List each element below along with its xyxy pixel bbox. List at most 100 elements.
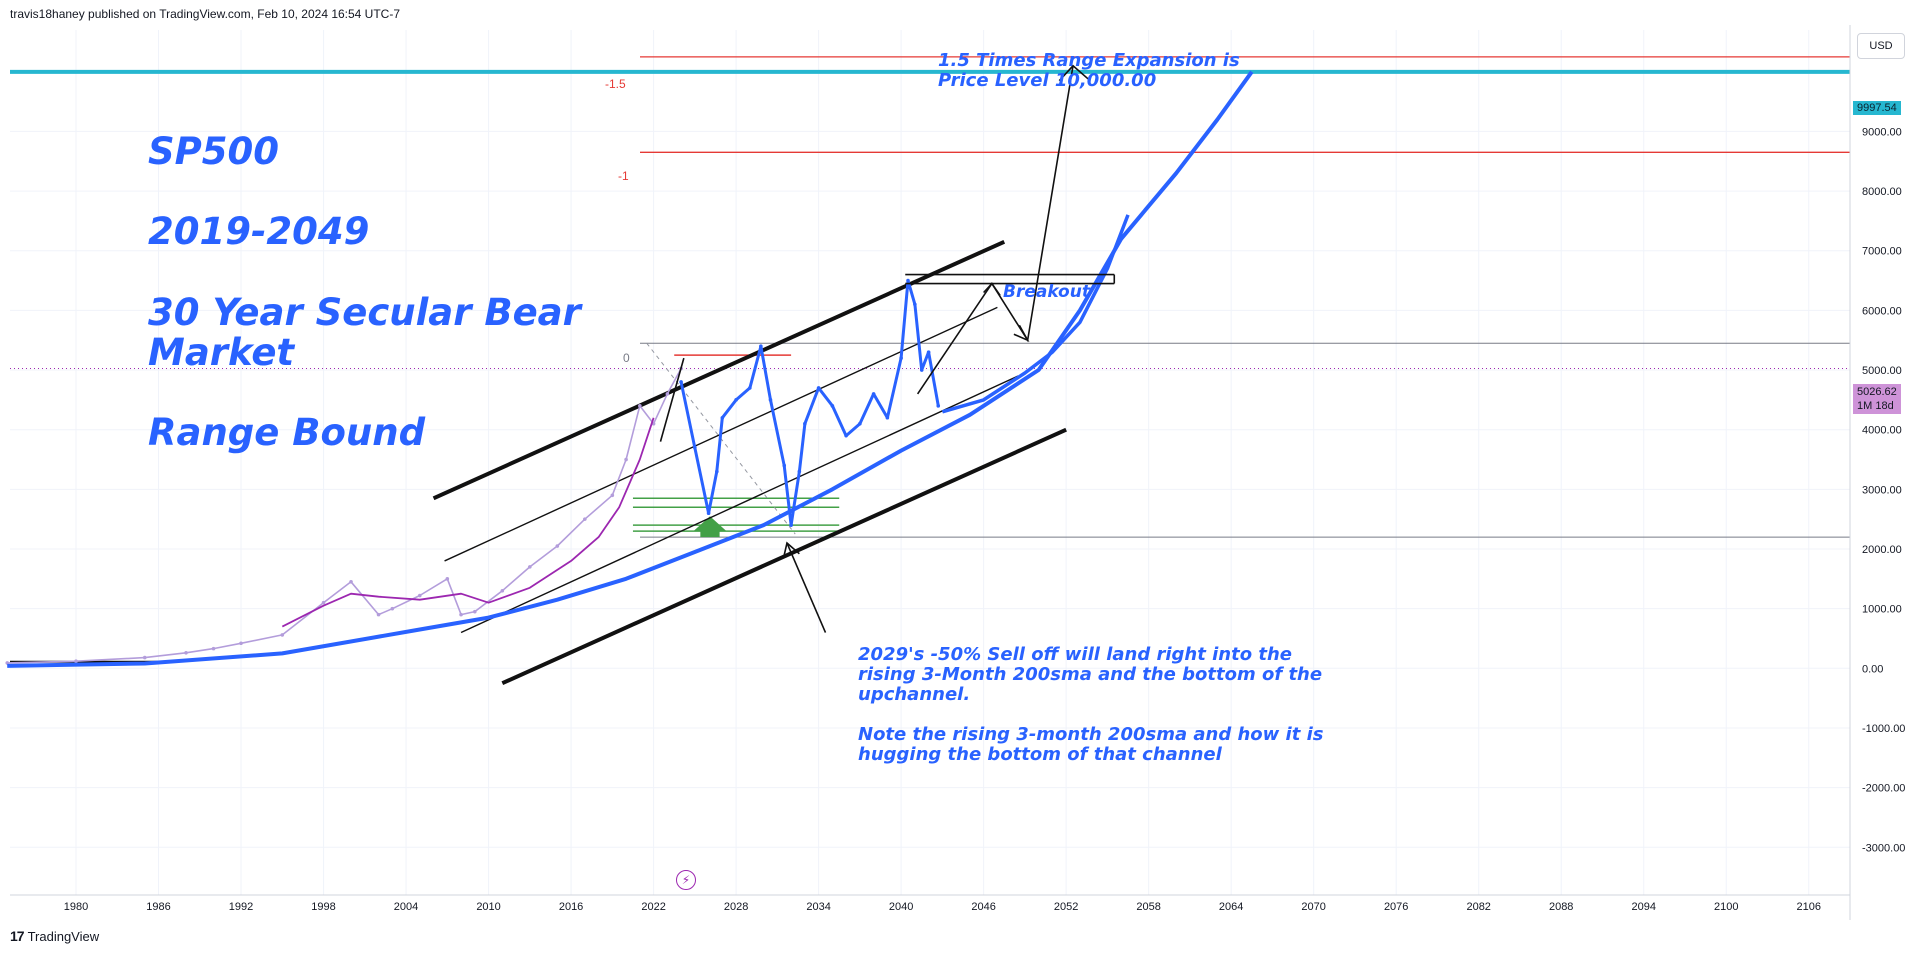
- publisher-header: travis18haney published on TradingView.c…: [10, 7, 401, 21]
- x-tick-label: 2082: [1466, 901, 1490, 913]
- projection-arrows: [659, 64, 1116, 633]
- x-tick-label: 2040: [889, 901, 913, 913]
- data-point: [768, 398, 773, 402]
- data-point: [919, 368, 924, 372]
- sell-off-line-1: 2029's -50% Sell off will land right int…: [858, 644, 1292, 665]
- x-tick-label: 2022: [641, 901, 665, 913]
- data-point: [555, 544, 560, 548]
- y-tick-label: 1000.00: [1862, 604, 1902, 616]
- sell-off-line-5: Note the rising 3-month 200sma and how i…: [858, 724, 1324, 745]
- x-tick-label: 2016: [559, 901, 583, 913]
- lower-mid-channel: [460, 375, 1019, 634]
- target-price-tag: 9997.54: [1853, 101, 1901, 115]
- data-point: [280, 633, 285, 637]
- title-annotation: SP500 2019-2049 30 Year Secular Bear Mar…: [148, 130, 584, 454]
- title-market: Market: [148, 331, 295, 374]
- current-price-countdown: 1M 18d: [1857, 400, 1894, 412]
- tradingview-logo[interactable]: 17 TradingView: [10, 928, 99, 944]
- data-point: [142, 655, 147, 660]
- horizontal-levels: [10, 56, 1850, 538]
- title-secular-bear: 30 Year Secular Bear: [148, 291, 584, 334]
- fib-label-minus-1: -1: [618, 169, 629, 183]
- y-tick-label: 5000.00: [1862, 365, 1902, 377]
- x-tick-label: 2028: [724, 901, 748, 913]
- data-point: [803, 421, 807, 426]
- data-point: [74, 659, 78, 663]
- data-point: [459, 612, 463, 617]
- data-point: [679, 380, 683, 384]
- data-point: [720, 415, 725, 420]
- sell-off-line-6: hugging the bottom of that channel: [858, 744, 1223, 765]
- y-tick-label: 7000.00: [1862, 246, 1902, 258]
- projection-arrow-path: [916, 65, 1074, 395]
- x-tick-label: 1980: [64, 901, 88, 913]
- sell-off-line-3: upchannel.: [858, 684, 970, 705]
- x-tick-label: 2094: [1631, 901, 1655, 913]
- fib-label-0: 0: [623, 351, 630, 365]
- support-lines: [632, 497, 840, 538]
- data-point: [782, 463, 787, 468]
- current-price-value: 5026.62: [1857, 386, 1897, 398]
- data-point: [473, 609, 477, 614]
- sma-extension-line: [941, 214, 1130, 414]
- data-point: [816, 386, 821, 390]
- data-point: [858, 421, 862, 426]
- title-range-bound: Range Bound: [148, 411, 426, 454]
- data-point: [885, 415, 890, 420]
- y-tick-label: 3000.00: [1862, 484, 1902, 496]
- data-point: [418, 593, 422, 598]
- purple-ma-line: [281, 417, 655, 628]
- x-tick-label: 2070: [1301, 901, 1325, 913]
- data-point: [936, 404, 941, 408]
- data-point: [624, 457, 628, 462]
- data-point: [610, 493, 615, 498]
- data-point: [926, 350, 931, 354]
- pullback-arrow-head-icon: [1013, 324, 1030, 342]
- data-point: [638, 404, 642, 408]
- data-point: [899, 356, 903, 360]
- sell-off-pointer-line: [786, 542, 827, 633]
- data-point: [445, 577, 450, 581]
- x-tick-label: 2034: [806, 901, 830, 913]
- data-point: [844, 433, 848, 438]
- tradingview-mark-icon: 17: [10, 928, 25, 944]
- target-note-line-2: Price Level 10,000.00: [938, 70, 1156, 91]
- x-tick-label: 1992: [229, 901, 253, 913]
- y-tick-label: -3000.00: [1862, 842, 1905, 854]
- target-note: 1.5 Times Range Expansion is Price Level…: [938, 50, 1240, 91]
- data-point: [665, 392, 670, 396]
- y-tick-label: 0.00: [1862, 663, 1883, 675]
- x-tick-label: 2106: [1797, 901, 1821, 913]
- data-point: [871, 392, 876, 396]
- target-note-line-1: 1.5 Times Range Expansion is: [938, 50, 1240, 71]
- data-point: [500, 588, 505, 593]
- data-point: [528, 565, 532, 569]
- data-point: [239, 641, 243, 646]
- fib-label-minus-1-5: -1.5: [605, 77, 626, 91]
- data-point: [349, 580, 353, 584]
- currency-button[interactable]: USD: [1857, 33, 1905, 59]
- lower-channel: [501, 427, 1067, 686]
- flash-icon[interactable]: ⚡: [676, 870, 696, 890]
- data-point: [906, 278, 910, 283]
- y-tick-label: 8000.00: [1862, 186, 1902, 198]
- y-tick-label: -2000.00: [1862, 783, 1905, 795]
- projected-price-line: [679, 279, 940, 527]
- x-tick-label: 2004: [394, 901, 418, 913]
- y-tick-label: 6000.00: [1862, 305, 1902, 317]
- data-point: [759, 344, 763, 348]
- current-price-tag: 5026.62 1M 18d: [1853, 384, 1901, 414]
- x-tick-label: 1998: [311, 901, 335, 913]
- data-point: [715, 469, 719, 474]
- breakout-label: Breakout: [1003, 282, 1091, 302]
- y-tick-label: 9000.00: [1862, 126, 1902, 138]
- tradingview-brand-name: TradingView: [27, 928, 100, 944]
- y-tick-label: 4000.00: [1862, 425, 1902, 437]
- title-sp500: SP500: [148, 130, 279, 173]
- up-arrow-marker-icon: [693, 516, 727, 538]
- data-point: [321, 600, 326, 605]
- data-point: [5, 661, 10, 665]
- data-point: [211, 646, 216, 651]
- x-tick-label: 2046: [971, 901, 995, 913]
